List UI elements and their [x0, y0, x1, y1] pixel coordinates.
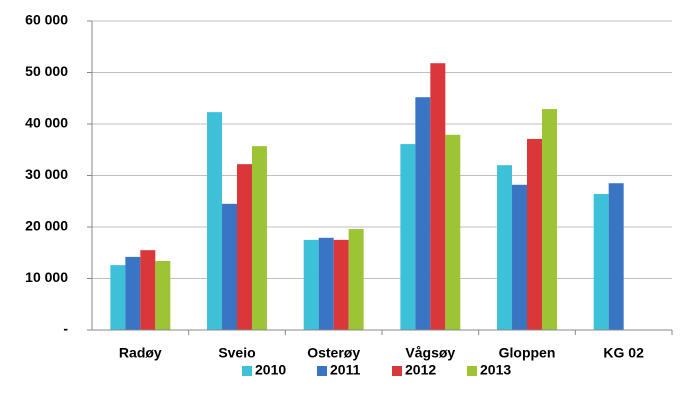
legend-label: 2012 [405, 362, 436, 378]
bar [445, 134, 461, 330]
bar [155, 260, 171, 330]
legend-swatch [317, 366, 327, 376]
x-tick-label: Radøy [119, 345, 162, 361]
bar [512, 184, 527, 330]
legend-swatch [392, 366, 402, 376]
x-tick-label: Gloppen [499, 345, 556, 361]
bar [608, 183, 624, 330]
x-tick-label: Vågsøy [405, 345, 455, 361]
bar [333, 239, 349, 330]
bar [303, 239, 319, 330]
y-tick-label: 60 000 [25, 12, 68, 28]
bar [140, 250, 156, 330]
y-tick-label: 10 000 [25, 269, 68, 285]
bar [348, 229, 364, 330]
legend-swatch [242, 366, 252, 376]
bar [318, 237, 334, 330]
bar [251, 146, 267, 330]
x-tick-label: Sveio [218, 345, 255, 361]
bar [400, 144, 416, 330]
y-tick-label: - [63, 321, 68, 337]
bar [541, 109, 557, 330]
bar [222, 203, 237, 330]
bar [110, 265, 126, 330]
y-tick-label: 30 000 [25, 166, 68, 182]
bar [430, 63, 446, 330]
legend-swatch [467, 366, 477, 376]
bar [237, 164, 252, 330]
y-tick-label: 40 000 [25, 115, 68, 131]
x-tick-label: Osterøy [307, 345, 360, 361]
y-tick-label: 20 000 [25, 218, 68, 234]
legend-label: 2011 [330, 362, 361, 378]
bar [593, 194, 609, 330]
bar [415, 97, 431, 330]
x-tick-label: KG 02 [603, 345, 644, 361]
bar [497, 165, 513, 330]
bar [207, 112, 223, 330]
legend-label: 2010 [255, 362, 286, 378]
y-tick-label: 50 000 [25, 63, 68, 79]
bar [125, 256, 141, 330]
bar [527, 138, 542, 330]
legend-label: 2013 [480, 362, 511, 378]
